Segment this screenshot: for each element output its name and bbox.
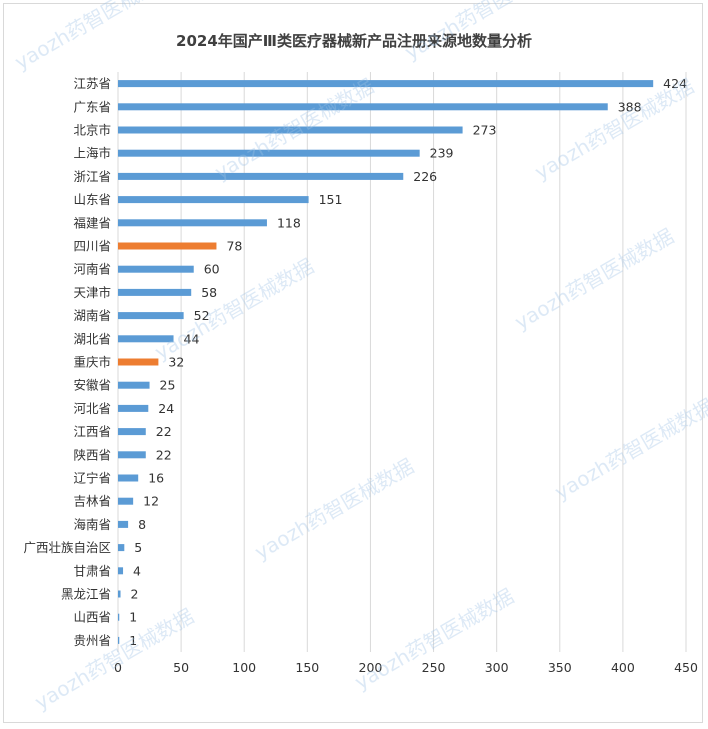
data-label: 12 — [143, 494, 159, 509]
bar — [118, 636, 120, 644]
watermark-text: yaozh药智医械数据 — [251, 454, 418, 565]
data-label: 8 — [138, 517, 146, 532]
category-label: 辽宁省 — [73, 471, 111, 486]
bar — [118, 381, 150, 389]
category-label: 重庆市 — [73, 355, 111, 370]
category-label: 湖南省 — [73, 308, 111, 323]
category-label: 福建省 — [73, 215, 111, 230]
data-label: 52 — [194, 308, 210, 323]
data-label: 58 — [201, 285, 217, 300]
category-label: 天津市 — [73, 285, 111, 300]
bar — [118, 172, 404, 180]
data-label: 273 — [473, 123, 497, 138]
bar — [118, 544, 125, 552]
watermark-text: yaozh药智医械数据 — [511, 224, 678, 335]
category-label: 广西壮族自治区 — [23, 540, 111, 555]
data-label: 1 — [129, 610, 137, 625]
bar — [118, 590, 121, 598]
data-label: 118 — [277, 215, 301, 230]
data-label: 239 — [430, 146, 454, 161]
category-label: 四川省 — [73, 239, 111, 254]
data-label: 1 — [129, 633, 137, 648]
chart-title: 2024年国产Ⅲ类医疗器械新产品注册来源地数量分析 — [176, 32, 532, 50]
watermark-text: yaozh药智医械数据 — [551, 394, 708, 505]
bar — [118, 497, 134, 505]
bar — [118, 80, 654, 88]
data-label: 16 — [148, 471, 164, 486]
bar — [118, 242, 217, 250]
data-label: 2 — [131, 587, 139, 602]
x-tick-label: 400 — [611, 660, 635, 675]
bar — [118, 520, 129, 528]
data-label: 5 — [134, 540, 142, 555]
x-tick-label: 300 — [485, 660, 509, 675]
data-label: 24 — [158, 401, 174, 416]
bar — [118, 196, 309, 204]
data-label: 4 — [133, 563, 141, 578]
bar — [118, 613, 120, 621]
data-label: 32 — [168, 355, 184, 370]
x-tick-label: 200 — [359, 660, 383, 675]
bar — [118, 219, 267, 227]
data-label: 22 — [156, 424, 172, 439]
category-label: 安徽省 — [73, 378, 111, 393]
data-label: 44 — [184, 331, 200, 346]
bar — [118, 312, 184, 320]
bar — [118, 404, 149, 412]
bar — [118, 149, 420, 157]
bar — [118, 567, 124, 575]
watermark-text: yaozh药智医械数据 — [531, 74, 698, 185]
category-label: 山西省 — [73, 610, 111, 625]
category-label: 上海市 — [73, 146, 111, 161]
watermark-text: yaozh药智医械数据 — [401, 0, 568, 64]
bar — [118, 103, 608, 111]
watermark-text: yaozh药智医械数据 — [351, 584, 518, 695]
category-label: 江苏省 — [73, 76, 111, 91]
bar — [118, 335, 174, 343]
category-label: 广东省 — [73, 99, 111, 114]
watermark-text: yaozh药智医械数据 — [11, 0, 178, 74]
category-label: 甘肃省 — [73, 563, 111, 578]
bars-group — [118, 80, 654, 644]
category-label: 吉林省 — [73, 494, 111, 509]
category-label: 贵州省 — [73, 633, 111, 648]
data-label: 424 — [663, 76, 687, 91]
value-labels: 4243882732392261511187860585244322524222… — [129, 76, 687, 648]
data-label: 388 — [618, 99, 642, 114]
category-label: 海南省 — [73, 517, 111, 532]
x-tick-label: 0 — [114, 660, 122, 675]
x-tick-label: 100 — [232, 660, 256, 675]
x-tick-label: 150 — [295, 660, 319, 675]
data-label: 151 — [319, 192, 343, 207]
category-label: 陕西省 — [73, 447, 111, 462]
category-label: 湖北省 — [73, 331, 111, 346]
bar — [118, 358, 159, 366]
category-label: 河南省 — [73, 262, 111, 277]
bar — [118, 126, 463, 134]
x-tick-label: 450 — [674, 660, 698, 675]
data-label: 226 — [413, 169, 437, 184]
x-axis-ticks: 0 50 100 150 200 250 300 350 400 450 — [114, 660, 698, 675]
category-label: 浙江省 — [73, 169, 111, 184]
x-tick-label: 250 — [422, 660, 446, 675]
data-label: 60 — [204, 262, 220, 277]
bar — [118, 288, 192, 296]
category-label: 山东省 — [73, 192, 111, 207]
data-label: 78 — [226, 239, 242, 254]
category-label: 黑龙江省 — [61, 587, 111, 602]
data-label: 22 — [156, 447, 172, 462]
category-label: 河北省 — [73, 401, 111, 416]
data-label: 25 — [160, 378, 176, 393]
x-tick-label: 50 — [173, 660, 189, 675]
grid-lines — [117, 72, 687, 652]
bar — [118, 474, 139, 482]
bar — [118, 265, 194, 273]
bar — [118, 451, 146, 459]
category-label: 江西省 — [73, 424, 111, 439]
category-label: 北京市 — [73, 123, 111, 138]
category-labels: 江苏省广东省北京市上海市浙江省山东省福建省四川省河南省天津市湖南省湖北省重庆市安… — [23, 76, 111, 648]
bar — [118, 428, 146, 436]
x-tick-label: 350 — [548, 660, 572, 675]
